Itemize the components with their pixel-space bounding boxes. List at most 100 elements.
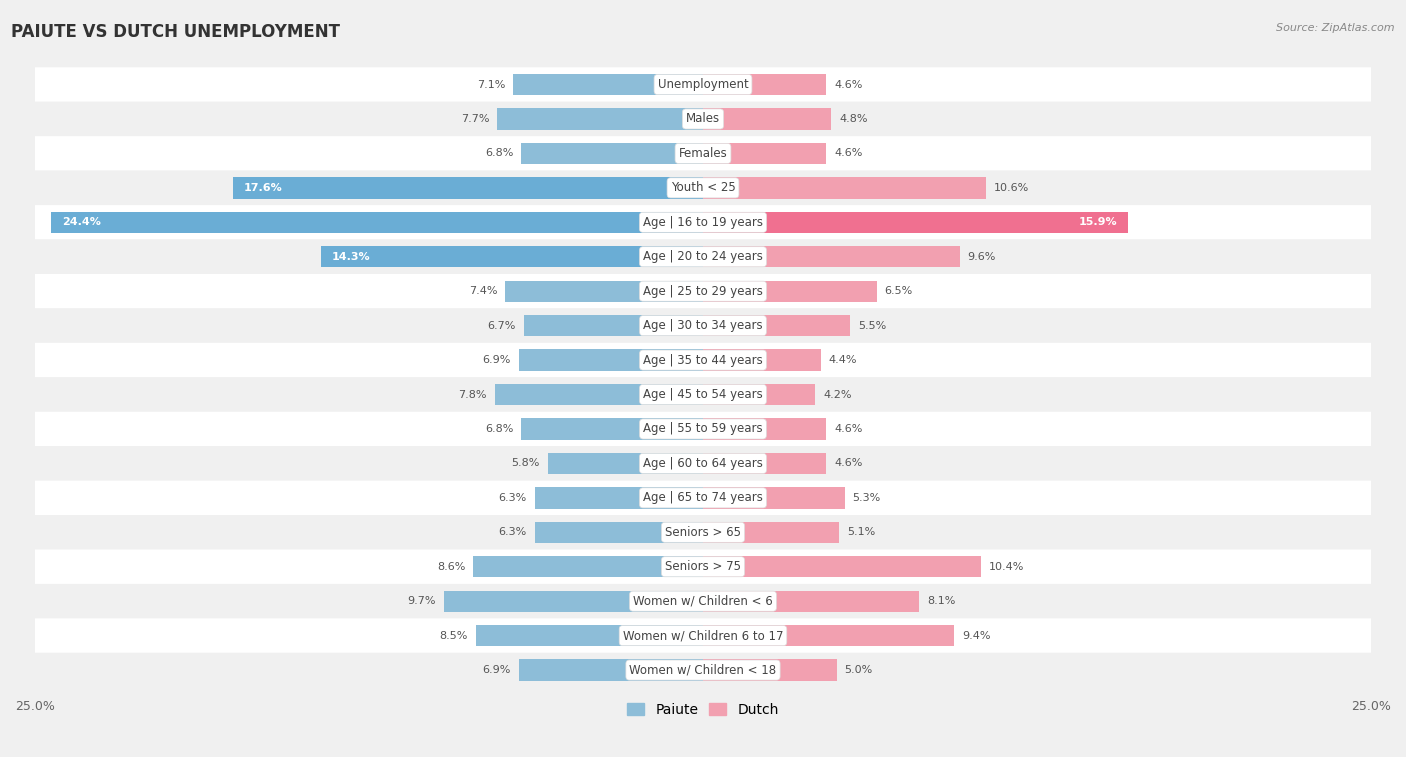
Text: Source: ZipAtlas.com: Source: ZipAtlas.com: [1277, 23, 1395, 33]
Bar: [524, 315, 703, 336]
Bar: [474, 556, 703, 578]
Text: 4.2%: 4.2%: [824, 390, 852, 400]
Bar: [703, 659, 837, 681]
Bar: [703, 556, 981, 578]
Text: 7.4%: 7.4%: [468, 286, 498, 296]
FancyBboxPatch shape: [35, 481, 1371, 515]
Text: 5.5%: 5.5%: [858, 321, 886, 331]
FancyBboxPatch shape: [35, 101, 1371, 136]
Text: 8.6%: 8.6%: [437, 562, 465, 572]
Bar: [522, 419, 703, 440]
FancyBboxPatch shape: [35, 446, 1371, 481]
Text: 14.3%: 14.3%: [332, 252, 370, 262]
Bar: [475, 625, 703, 646]
Text: Seniors > 65: Seniors > 65: [665, 526, 741, 539]
Bar: [703, 315, 851, 336]
FancyBboxPatch shape: [35, 343, 1371, 377]
Bar: [703, 350, 821, 371]
Text: 6.9%: 6.9%: [482, 665, 510, 675]
Text: 7.8%: 7.8%: [458, 390, 486, 400]
Bar: [522, 143, 703, 164]
Text: 17.6%: 17.6%: [243, 183, 283, 193]
Bar: [703, 625, 955, 646]
FancyBboxPatch shape: [35, 239, 1371, 274]
Text: 5.0%: 5.0%: [845, 665, 873, 675]
Text: 5.1%: 5.1%: [848, 528, 876, 537]
Text: Females: Females: [679, 147, 727, 160]
FancyBboxPatch shape: [35, 274, 1371, 308]
Text: 5.3%: 5.3%: [852, 493, 882, 503]
Text: 6.8%: 6.8%: [485, 148, 513, 158]
Bar: [703, 246, 959, 267]
Bar: [232, 177, 703, 198]
Text: 4.6%: 4.6%: [834, 148, 862, 158]
FancyBboxPatch shape: [35, 205, 1371, 239]
Text: Age | 16 to 19 years: Age | 16 to 19 years: [643, 216, 763, 229]
Text: 9.4%: 9.4%: [962, 631, 991, 640]
Text: 4.4%: 4.4%: [828, 355, 858, 365]
Bar: [703, 108, 831, 129]
Bar: [534, 488, 703, 509]
Bar: [495, 384, 703, 405]
Text: 9.6%: 9.6%: [967, 252, 995, 262]
Legend: Paiute, Dutch: Paiute, Dutch: [621, 697, 785, 722]
Bar: [505, 281, 703, 302]
FancyBboxPatch shape: [35, 412, 1371, 446]
Bar: [513, 74, 703, 95]
Text: 6.9%: 6.9%: [482, 355, 510, 365]
Bar: [703, 590, 920, 612]
Bar: [519, 350, 703, 371]
Bar: [321, 246, 703, 267]
Text: 7.7%: 7.7%: [461, 114, 489, 124]
Text: 6.3%: 6.3%: [498, 528, 527, 537]
Text: Age | 35 to 44 years: Age | 35 to 44 years: [643, 354, 763, 366]
Text: Women w/ Children 6 to 17: Women w/ Children 6 to 17: [623, 629, 783, 642]
Text: 10.6%: 10.6%: [994, 183, 1029, 193]
Text: Males: Males: [686, 113, 720, 126]
FancyBboxPatch shape: [35, 653, 1371, 687]
Text: 4.6%: 4.6%: [834, 424, 862, 434]
Bar: [703, 488, 845, 509]
FancyBboxPatch shape: [35, 377, 1371, 412]
Text: 24.4%: 24.4%: [62, 217, 101, 227]
Text: 6.8%: 6.8%: [485, 424, 513, 434]
Text: Age | 55 to 59 years: Age | 55 to 59 years: [643, 422, 763, 435]
Text: Youth < 25: Youth < 25: [671, 182, 735, 195]
Text: 15.9%: 15.9%: [1078, 217, 1118, 227]
Text: Women w/ Children < 6: Women w/ Children < 6: [633, 595, 773, 608]
Bar: [703, 177, 986, 198]
FancyBboxPatch shape: [35, 136, 1371, 170]
Bar: [548, 453, 703, 474]
Text: 6.3%: 6.3%: [498, 493, 527, 503]
Bar: [703, 74, 825, 95]
FancyBboxPatch shape: [35, 67, 1371, 101]
Text: PAIUTE VS DUTCH UNEMPLOYMENT: PAIUTE VS DUTCH UNEMPLOYMENT: [11, 23, 340, 41]
Text: 4.8%: 4.8%: [839, 114, 868, 124]
FancyBboxPatch shape: [35, 584, 1371, 618]
Bar: [703, 281, 877, 302]
Bar: [703, 212, 1128, 233]
Bar: [51, 212, 703, 233]
Text: 6.7%: 6.7%: [488, 321, 516, 331]
Bar: [444, 590, 703, 612]
Text: Seniors > 75: Seniors > 75: [665, 560, 741, 573]
Bar: [534, 522, 703, 543]
Bar: [519, 659, 703, 681]
Text: Age | 20 to 24 years: Age | 20 to 24 years: [643, 251, 763, 263]
FancyBboxPatch shape: [35, 550, 1371, 584]
Bar: [703, 384, 815, 405]
Text: Age | 45 to 54 years: Age | 45 to 54 years: [643, 388, 763, 401]
Text: 9.7%: 9.7%: [408, 597, 436, 606]
FancyBboxPatch shape: [35, 308, 1371, 343]
Text: Age | 30 to 34 years: Age | 30 to 34 years: [643, 319, 763, 332]
Bar: [703, 143, 825, 164]
Text: 6.5%: 6.5%: [884, 286, 912, 296]
Bar: [703, 522, 839, 543]
Text: 7.1%: 7.1%: [477, 79, 505, 89]
Bar: [703, 419, 825, 440]
Text: 4.6%: 4.6%: [834, 459, 862, 469]
Text: Unemployment: Unemployment: [658, 78, 748, 91]
FancyBboxPatch shape: [35, 618, 1371, 653]
Text: 4.6%: 4.6%: [834, 79, 862, 89]
Text: Age | 25 to 29 years: Age | 25 to 29 years: [643, 285, 763, 298]
